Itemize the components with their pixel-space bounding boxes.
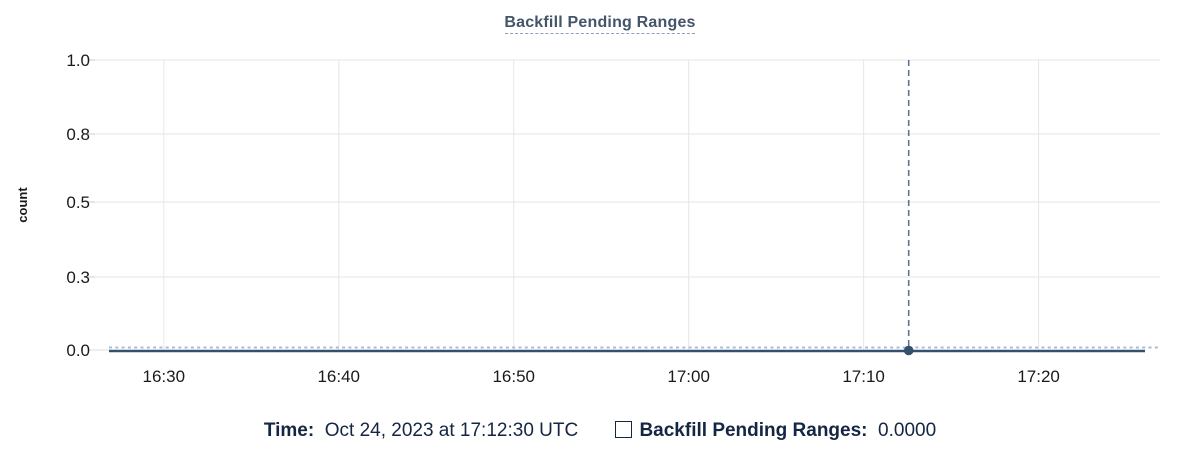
svg-text:count: count	[15, 187, 30, 223]
